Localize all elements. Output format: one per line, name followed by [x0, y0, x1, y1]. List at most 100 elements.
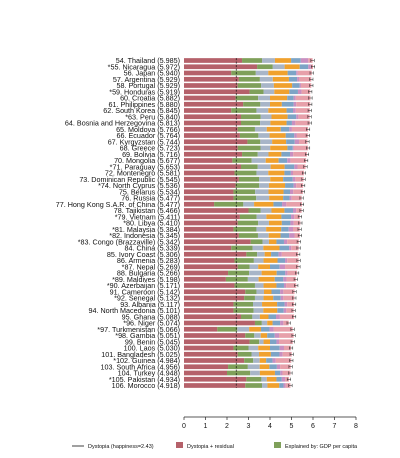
bar-row — [184, 314, 295, 320]
country-label: *89. Maldives (5.198) — [112, 275, 180, 284]
bar-segment — [266, 376, 277, 382]
bar-segment — [293, 151, 307, 157]
bar-area — [184, 58, 313, 388]
bar-segment — [256, 226, 267, 232]
confidence-intervals — [286, 58, 315, 388]
error-bar — [307, 108, 312, 113]
bar-row — [184, 370, 291, 376]
bar-segment — [291, 214, 295, 220]
bar-segment — [240, 314, 253, 320]
error-bar — [292, 290, 297, 294]
country-label: *98. Gambia (5.051) — [115, 331, 180, 340]
bar-row — [184, 308, 294, 313]
bar-row — [184, 83, 312, 88]
country-label: 84. China (5.339) — [124, 244, 180, 253]
error-bar — [301, 183, 306, 188]
bar-segment — [266, 226, 282, 232]
bar-segment — [274, 58, 292, 63]
bar-segment — [293, 183, 297, 188]
bar-segment — [291, 126, 309, 132]
bar-segment — [295, 176, 304, 182]
error-bar — [290, 340, 295, 344]
bar-segment — [293, 226, 300, 232]
bar-segment — [184, 95, 236, 101]
bar-segment — [238, 233, 258, 238]
bar-segment — [233, 189, 256, 195]
bar-segment — [184, 151, 243, 157]
bar-segment — [264, 251, 272, 257]
country-label: 91. Cameroon (5.142) — [110, 287, 180, 296]
bar-segment — [291, 245, 299, 251]
bar-segment — [276, 314, 280, 320]
country-label: 99. Benin (5.045) — [125, 337, 180, 346]
bar-segment — [289, 195, 292, 201]
bar-segment — [285, 270, 288, 276]
bar-segment — [276, 270, 286, 276]
bar-segment — [233, 345, 249, 351]
bar-segment — [263, 89, 275, 95]
bar-segment — [260, 120, 271, 126]
bar-segment — [261, 320, 268, 326]
error-bar — [302, 171, 306, 175]
tick-label: 6 — [311, 423, 315, 430]
error-bar — [296, 265, 301, 269]
bar-segment — [184, 208, 249, 213]
bar-segment — [280, 370, 283, 376]
bar-segment — [184, 220, 238, 226]
bar-row — [184, 345, 292, 351]
bar-segment — [297, 89, 302, 95]
error-bar — [305, 152, 309, 156]
bar-row — [184, 208, 302, 213]
bar-segment — [294, 139, 300, 145]
bar-segment — [237, 126, 255, 132]
error-bar — [309, 71, 314, 75]
bar-segment — [276, 339, 280, 345]
bar-segment — [184, 126, 238, 132]
bar-segment — [287, 270, 298, 276]
country-label: *63. Peru (5.840) — [125, 112, 180, 121]
error-bar — [306, 146, 311, 150]
country-label: 54. Thailand (5.985) — [116, 56, 180, 65]
error-bar — [304, 158, 309, 163]
bar-row — [184, 295, 295, 301]
bar-row — [184, 301, 295, 307]
bar-row — [184, 233, 300, 238]
bar-segment — [253, 258, 264, 263]
country-label: 100. Laos (5.030) — [124, 344, 180, 353]
bar-segment — [271, 251, 279, 257]
bar-segment — [289, 126, 292, 132]
bar-segment — [232, 158, 252, 163]
country-label: *102. Guinea (4.984) — [113, 356, 180, 365]
bar-segment — [292, 83, 300, 88]
bar-segment — [258, 220, 269, 226]
bar-segment — [267, 383, 280, 388]
error-bar — [289, 352, 294, 356]
bar-segment — [184, 339, 250, 345]
bar-row — [184, 245, 299, 251]
bar-segment — [184, 239, 251, 245]
bar-segment — [254, 295, 264, 301]
bar-segment — [277, 308, 284, 313]
bar-segment — [184, 108, 232, 113]
bar-row — [184, 120, 310, 126]
error-bar — [292, 296, 297, 300]
bar-segment — [294, 133, 297, 138]
country-label: 64. Bosnia and Herzegovina (5.813) — [65, 119, 180, 128]
bar-segment — [297, 76, 300, 82]
bar-segment — [299, 83, 301, 88]
bar-segment — [258, 345, 271, 351]
bar-segment — [184, 145, 238, 151]
bar-segment — [293, 145, 309, 151]
bar-segment — [273, 326, 293, 332]
bar-segment — [270, 101, 282, 107]
error-bar — [307, 121, 312, 125]
bar-segment — [184, 295, 245, 301]
bar-segment — [254, 201, 274, 207]
error-bar — [308, 96, 313, 100]
bar-segment — [184, 264, 238, 270]
bar-segment — [254, 333, 261, 338]
bar-segment — [247, 276, 259, 282]
country-label: 66. Ecuador (5.764) — [116, 131, 180, 140]
error-bar — [310, 58, 315, 63]
bar-segment — [279, 264, 286, 270]
